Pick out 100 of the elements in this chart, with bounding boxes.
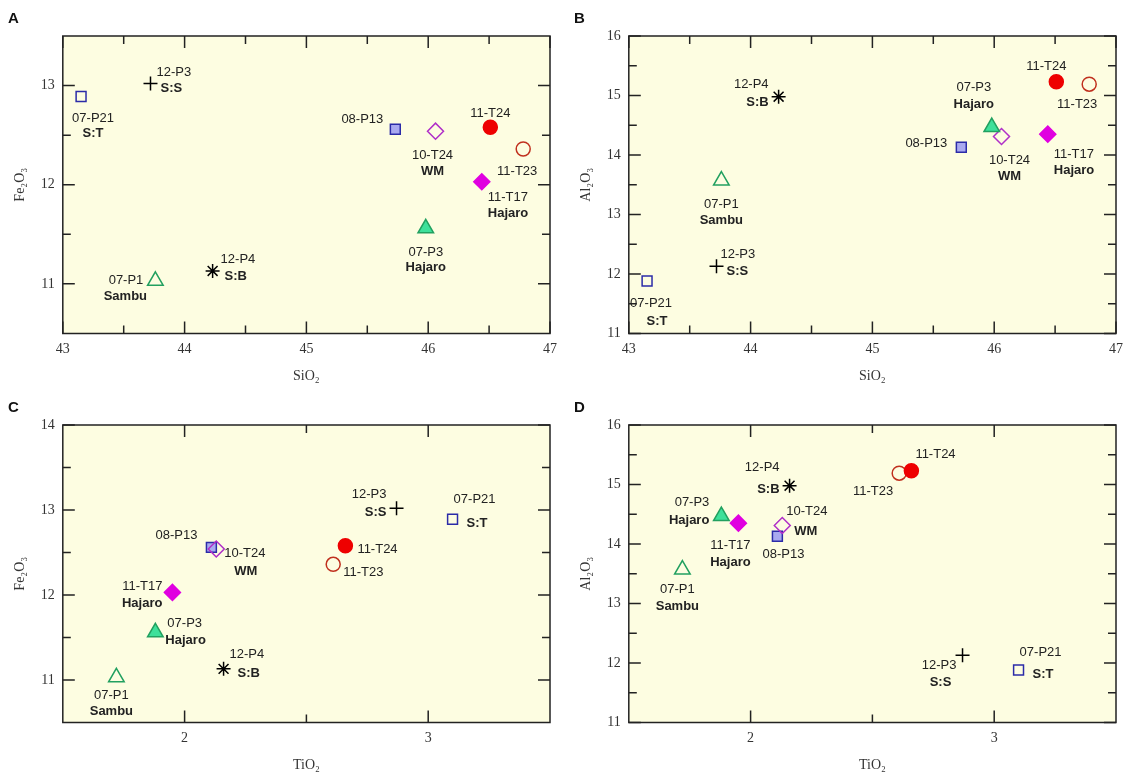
series-label: 11-T24 bbox=[357, 541, 398, 557]
series-label: 07-P3 bbox=[408, 243, 444, 259]
annotation: S:B bbox=[746, 94, 769, 110]
series-label: 10-T24 bbox=[224, 544, 266, 560]
y-tick-label: 11 bbox=[41, 671, 55, 687]
series-label: 08-P13 bbox=[762, 545, 805, 561]
series-label: 12-P3 bbox=[720, 245, 756, 261]
x-tick-label: 3 bbox=[424, 730, 432, 746]
x-tick-label: 44 bbox=[743, 341, 758, 357]
annotation: S:B bbox=[224, 267, 247, 283]
x-tick-label: 45 bbox=[299, 341, 314, 357]
annotation: Hajaro bbox=[165, 631, 206, 647]
x-tick-label: 45 bbox=[865, 341, 880, 357]
annotation: WM bbox=[997, 168, 1022, 184]
series-label: 08-P13 bbox=[905, 134, 948, 150]
y-tick-label: 15 bbox=[606, 476, 621, 492]
series-label: 10-T24 bbox=[988, 152, 1031, 168]
x-tick-label: 47 bbox=[1109, 341, 1123, 357]
series-label: 07-P3 bbox=[167, 614, 203, 630]
series-label: 11-T23 bbox=[1057, 95, 1098, 111]
y-tick-label: 11 bbox=[607, 325, 621, 341]
series-label: 12-P4 bbox=[229, 646, 265, 662]
y-tick-label: 15 bbox=[606, 87, 621, 103]
y-tick-label: 13 bbox=[40, 77, 55, 93]
y-tick-label: 11 bbox=[607, 714, 621, 730]
annotation: Sambu bbox=[89, 702, 134, 718]
x-tick-label: 46 bbox=[421, 341, 436, 357]
x-axis-title: SiO₂ bbox=[293, 368, 320, 384]
annotation: Sambu bbox=[699, 212, 744, 228]
series-label: 07-P3 bbox=[956, 78, 992, 94]
x-axis-title: TiO₂ bbox=[858, 757, 886, 773]
y-tick-label: 14 bbox=[606, 535, 621, 551]
annotation: S:B bbox=[757, 481, 780, 497]
series-label: 07-P21 bbox=[1019, 643, 1062, 659]
series-label: 07-P1 bbox=[94, 686, 129, 702]
y-tick-label: 13 bbox=[40, 501, 55, 517]
x-tick-label: 47 bbox=[543, 341, 557, 357]
y-tick-label: 16 bbox=[606, 416, 621, 432]
series-label: 11-T17 bbox=[122, 577, 163, 593]
series-label: 07-P21 bbox=[72, 110, 115, 126]
annotation: S:T bbox=[82, 125, 104, 141]
chart-title: C bbox=[8, 398, 19, 416]
annotation: Hajaro bbox=[710, 553, 751, 569]
y-tick-label: 11 bbox=[41, 275, 55, 291]
series-label: 12-P4 bbox=[744, 459, 780, 475]
y-tick-label: 14 bbox=[40, 416, 55, 432]
series-label: 11-T24 bbox=[915, 446, 956, 462]
annotation: Hajaro bbox=[405, 258, 447, 274]
series-label: 07-P1 bbox=[108, 272, 144, 288]
x-tick-label: 43 bbox=[621, 341, 636, 357]
y-axis-title: Al₂O₃ bbox=[578, 556, 594, 591]
annotation: Hajaro bbox=[1053, 161, 1095, 177]
series-label: 12-P3 bbox=[921, 656, 957, 672]
annotation: Sambu bbox=[103, 288, 148, 304]
chart-title: D bbox=[574, 398, 585, 416]
chart-title: A bbox=[8, 9, 19, 27]
annotation: Hajaro bbox=[668, 511, 710, 527]
x-tick-label: 2 bbox=[747, 730, 755, 746]
series-label: 11-T17 bbox=[487, 189, 529, 205]
x-tick-label: 43 bbox=[55, 341, 70, 357]
annotation: S:S bbox=[364, 503, 387, 519]
series-label: 11-T17 bbox=[1053, 145, 1095, 161]
y-axis-title: Al₂O₃ bbox=[578, 167, 594, 202]
series-label: 12-P3 bbox=[156, 64, 192, 80]
annotation: WM bbox=[794, 523, 818, 539]
annotation: S:B bbox=[237, 665, 260, 681]
x-axis-title: TiO₂ bbox=[292, 757, 320, 773]
annotation: WM bbox=[420, 162, 445, 178]
series-label: 08-P13 bbox=[155, 526, 198, 542]
x-tick-label: 3 bbox=[990, 730, 998, 746]
series-label: 11-T24 bbox=[470, 104, 511, 120]
annotation: S:S bbox=[929, 673, 952, 689]
series-label: 11-T17 bbox=[710, 536, 751, 552]
series-label: 07-P1 bbox=[660, 581, 695, 597]
annotation: Hajaro bbox=[121, 594, 163, 610]
annotation: Hajaro bbox=[953, 95, 995, 111]
series-label: 07-P21 bbox=[630, 294, 673, 310]
y-tick-label: 16 bbox=[606, 27, 621, 43]
y-tick-label: 12 bbox=[40, 586, 55, 602]
series-label: 07-P3 bbox=[674, 493, 710, 509]
y-tick-label: 13 bbox=[606, 206, 621, 222]
series-label: 08-P13 bbox=[341, 110, 384, 126]
y-tick-label: 14 bbox=[606, 146, 621, 162]
series-label: 11-T23 bbox=[497, 162, 538, 178]
annotation: S:S bbox=[726, 262, 749, 278]
series-label: 11-T24 bbox=[1026, 58, 1067, 74]
series-label: 10-T24 bbox=[411, 146, 454, 162]
annotation: S:S bbox=[160, 80, 183, 96]
series-label: 11-T23 bbox=[343, 563, 384, 579]
y-tick-label: 12 bbox=[606, 654, 621, 670]
series-label: 12-P4 bbox=[733, 76, 769, 92]
annotation: S:T bbox=[466, 514, 488, 530]
y-tick-label: 12 bbox=[40, 176, 55, 192]
annotation: Sambu bbox=[655, 598, 700, 614]
chart-title: B bbox=[574, 9, 585, 27]
y-tick-label: 13 bbox=[606, 595, 621, 611]
x-tick-label: 44 bbox=[177, 341, 192, 357]
series-label: 12-P4 bbox=[220, 250, 256, 266]
y-axis-title: Fe₂O₃ bbox=[12, 556, 28, 591]
annotation: S:T bbox=[1032, 665, 1054, 681]
